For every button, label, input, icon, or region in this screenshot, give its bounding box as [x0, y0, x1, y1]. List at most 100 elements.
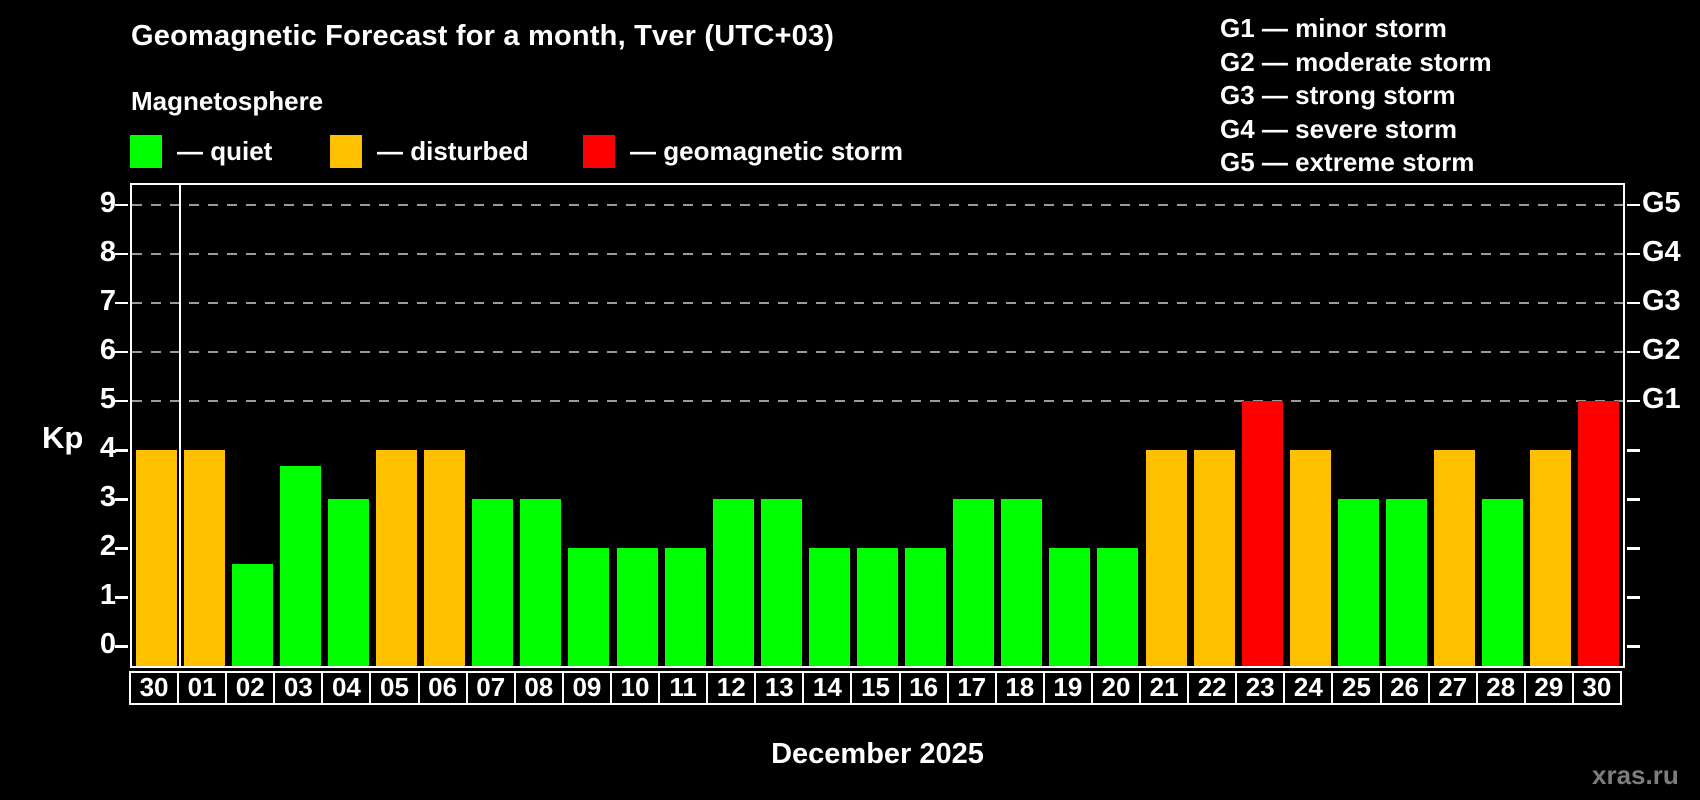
y-axis-tick-label-0: 0: [99, 628, 116, 661]
day-label-14-14: 14: [802, 671, 853, 705]
bar-day-07: [472, 499, 514, 666]
storm-scale-legend-line-1: G1 — minor storm: [1220, 13, 1447, 43]
right-tick-kp-4: [1627, 449, 1640, 452]
legend-item-disturbed: — disturbed: [330, 135, 529, 168]
bar-day-18: [1001, 499, 1043, 666]
right-axis-label-G4: G4: [1642, 235, 1681, 268]
bar-day-30: [1578, 400, 1620, 666]
bar-day-15: [857, 548, 898, 666]
bar-day-26: [1386, 499, 1428, 666]
bar-day-02: [231, 564, 273, 666]
day-label-13-13: 13: [754, 671, 805, 705]
bar-day-25: [1337, 499, 1379, 666]
y-axis-title: Kp: [42, 420, 84, 455]
y-axis-tick-label-3: 3: [99, 481, 116, 514]
day-label-22-22: 22: [1187, 671, 1238, 705]
bar-day-04: [327, 499, 369, 666]
left-tick-kp-0: [115, 645, 128, 648]
day-label-20-20: 20: [1090, 671, 1142, 705]
watermark: xras.ru: [1592, 760, 1679, 790]
y-axis-tick-label-7: 7: [99, 284, 116, 317]
month-separator-line: [178, 185, 182, 666]
legend-item-storm: — geomagnetic storm: [583, 135, 903, 168]
day-label-2-02: 02: [225, 671, 276, 705]
bar-day-29: [1530, 450, 1572, 666]
day-label-12-12: 12: [706, 671, 757, 705]
left-tick-kp-5: [115, 399, 128, 403]
day-label-19-19: 19: [1042, 671, 1093, 705]
gridline-kp-8: [132, 252, 1623, 255]
bar-day-30: [135, 450, 177, 666]
gridline-kp-5: [132, 399, 1623, 402]
legend-label-disturbed: — disturbed: [377, 136, 529, 166]
bar-day-28: [1482, 499, 1524, 666]
day-label-17-17: 17: [946, 671, 997, 705]
chart-title: Geomagnetic Forecast for a month, Tver (…: [131, 20, 835, 52]
bar-day-05: [376, 450, 418, 666]
storm-color-swatch: [583, 135, 615, 168]
storm-scale-legend-line-4: G4 — severe storm: [1220, 113, 1458, 144]
day-label-15-15: 15: [850, 671, 901, 705]
right-tick-kp-8: [1627, 252, 1640, 256]
day-label-27-27: 27: [1427, 671, 1478, 705]
bar-day-11: [664, 548, 706, 666]
right-axis-label-G1: G1: [1642, 382, 1681, 415]
day-label-7-07: 07: [465, 671, 516, 705]
quiet-color-swatch: [130, 135, 162, 168]
y-axis-tick-label-6: 6: [99, 333, 116, 366]
left-tick-kp-1: [115, 596, 128, 599]
right-tick-kp-7: [1627, 301, 1640, 305]
bar-day-13: [760, 499, 802, 666]
left-tick-kp-6: [115, 350, 128, 354]
bar-day-19: [1049, 548, 1091, 666]
bar-day-21: [1145, 450, 1187, 666]
left-tick-kp-3: [115, 498, 128, 501]
storm-scale-legend: G1 — minor storm G2 — moderate storm G3 — …: [1220, 12, 1492, 180]
day-label-11-11: 11: [658, 671, 709, 705]
left-tick-kp-2: [115, 547, 128, 550]
day-label-0-30: 30: [129, 671, 180, 705]
bar-day-16: [905, 548, 947, 666]
right-axis-label-G2: G2: [1642, 333, 1681, 366]
day-label-29-29: 29: [1523, 671, 1574, 705]
right-tick-kp-3: [1627, 498, 1640, 501]
storm-scale-legend-line-5: G5 — extreme storm: [1220, 147, 1475, 177]
right-tick-kp-5: [1627, 399, 1640, 403]
gridline-kp-7: [132, 301, 1623, 304]
bar-day-08: [520, 499, 562, 666]
bar-day-06: [424, 450, 466, 666]
bar-day-20: [1097, 548, 1139, 666]
right-tick-kp-6: [1627, 350, 1640, 354]
day-label-1-01: 01: [177, 671, 228, 705]
day-label-3-03: 03: [273, 671, 324, 705]
day-label-23-23: 23: [1235, 671, 1286, 705]
day-label-28-28: 28: [1475, 671, 1526, 705]
bar-day-27: [1434, 450, 1476, 666]
legend-label-storm: — geomagnetic storm: [630, 136, 904, 166]
y-axis-tick-label-5: 5: [99, 382, 116, 415]
day-label-21-21: 21: [1139, 671, 1190, 705]
storm-scale-legend-line-2: G2 — moderate storm: [1220, 46, 1492, 77]
bar-day-17: [953, 499, 995, 666]
bar-day-24: [1289, 450, 1331, 666]
disturbed-color-swatch: [330, 135, 362, 168]
day-label-30-30: 30: [1571, 671, 1622, 705]
bar-day-22: [1193, 450, 1235, 666]
y-axis-tick-label-1: 1: [99, 579, 116, 612]
day-label-9-09: 09: [561, 671, 612, 705]
legend-item-quiet: — quiet: [130, 135, 272, 168]
right-axis-label-G3: G3: [1642, 284, 1681, 317]
bar-day-14: [808, 548, 850, 666]
bar-day-09: [568, 548, 610, 666]
y-axis-tick-label-2: 2: [99, 530, 116, 563]
plot-area: [115, 183, 1640, 668]
left-tick-kp-4: [115, 449, 128, 452]
right-tick-kp-0: [1627, 645, 1640, 648]
x-axis-title: December 2025: [771, 738, 984, 770]
day-label-26-26: 26: [1379, 671, 1430, 705]
day-label-4-04: 04: [321, 671, 372, 705]
day-label-16-16: 16: [898, 671, 949, 705]
bar-day-12: [712, 499, 754, 666]
y-axis-tick-label-8: 8: [99, 235, 116, 268]
